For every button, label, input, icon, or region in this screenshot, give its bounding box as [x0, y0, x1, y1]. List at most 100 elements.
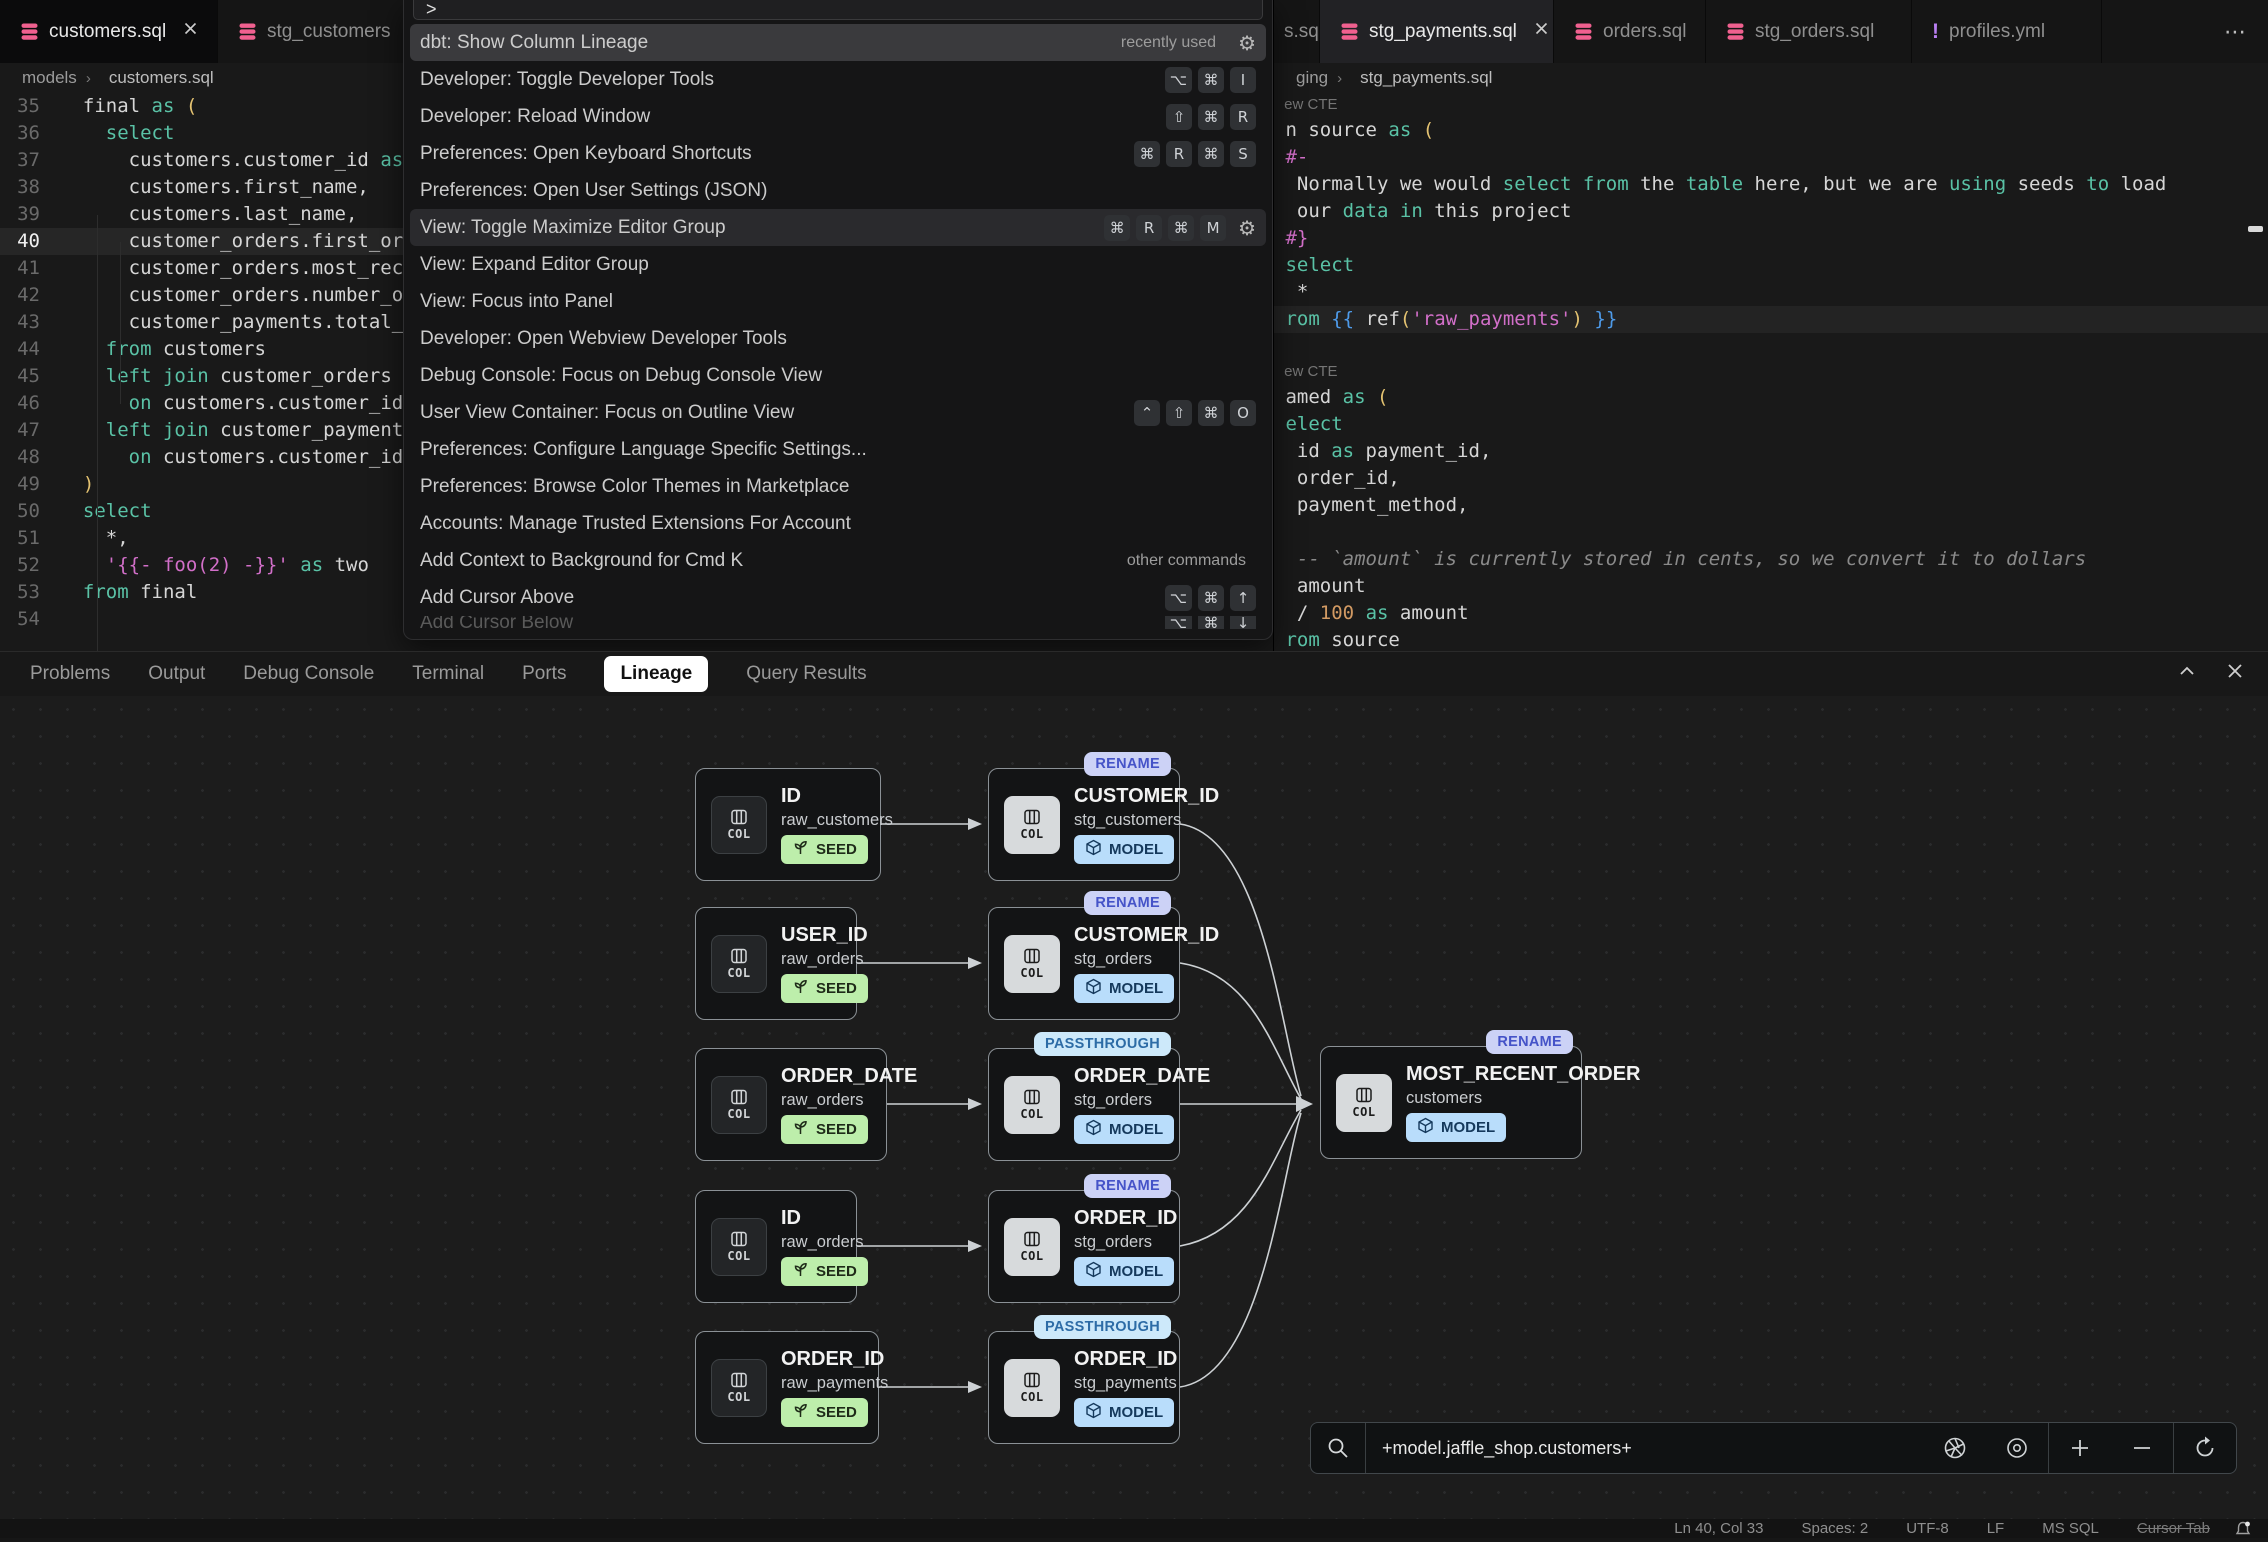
panel-tab-ports[interactable]: Ports	[522, 663, 567, 684]
tab-stg_orders-sql[interactable]: stg_orders.sql	[1706, 0, 1912, 63]
code-line: amed as (	[1285, 386, 1389, 408]
code-line: 37 customers.customer_id as	[0, 147, 1273, 174]
aperture-icon[interactable]	[1924, 1423, 1986, 1473]
code-content[interactable]: ew CTE n source as ( #- Normally we woul…	[1274, 93, 2268, 651]
tab-s-sql[interactable]: s.sql	[1274, 0, 1320, 63]
breadcrumb-file[interactable]: stg_payments.sql	[1360, 68, 1493, 87]
refresh-icon[interactable]	[2174, 1423, 2236, 1473]
close-icon[interactable]	[2224, 660, 2246, 682]
bell-icon[interactable]	[2234, 1520, 2252, 1542]
breadcrumb-folder[interactable]: ging	[1296, 68, 1329, 87]
target-icon[interactable]	[1986, 1423, 2048, 1473]
panel-tab-output[interactable]: Output	[148, 663, 206, 684]
command-item-developer-reload-window[interactable]: Developer: Reload Window ⇧ ⌘ R	[410, 98, 1266, 135]
code-line: 43 customer_payments.total_	[0, 309, 1273, 336]
command-item-dbt-show-column-lineage[interactable]: dbt: Show Column Lineage recently used ⚙	[410, 24, 1266, 61]
tab-stg_customers[interactable]: stg_customers	[218, 0, 428, 63]
lineage-node-order_date-raw_orders[interactable]: COL ORDER_DATE raw_orders SEED	[695, 1048, 917, 1161]
tab-stg_payments-sql[interactable]: stg_payments.sql	[1320, 0, 1554, 63]
command-item-preferences-open-keyboard-shortcuts[interactable]: Preferences: Open Keyboard Shortcuts ⌘ R ⌘ S	[410, 135, 1266, 172]
status-utf-8[interactable]: UTF-8	[1906, 1520, 1949, 1537]
breadcrumb-folder[interactable]: models	[22, 68, 77, 87]
command-item-view-toggle-maximize-editor-group[interactable]: View: Toggle Maximize Editor Group ⌘ R ⌘ M ⚙	[410, 209, 1266, 246]
gear-icon[interactable]: ⚙	[1238, 30, 1256, 55]
panel-tab-terminal[interactable]: Terminal	[412, 663, 485, 684]
lineage-node-order_date-stg_orders[interactable]: PASSTHROUGH COL ORDER_DATE stg_orders MODEL	[988, 1032, 1210, 1161]
tab-orders-sql[interactable]: orders.sql	[1554, 0, 1706, 63]
lineage-node-id-raw_customers[interactable]: COL ID raw_customers SEED	[695, 768, 893, 881]
code-line: 39 customers.last_name,	[0, 201, 1273, 228]
panel-tab-lineage[interactable]: Lineage	[604, 656, 709, 692]
breadcrumb-file[interactable]: customers.sql	[108, 68, 214, 87]
lineage-node-customer_id-stg_customers[interactable]: RENAME COL CUSTOMER_ID stg_customers MODEL	[988, 752, 1219, 881]
panel-tab-debug-console[interactable]: Debug Console	[243, 663, 375, 684]
command-item-preferences-browse-color-themes-in-marke[interactable]: Preferences: Browse Color Themes in Mark…	[410, 468, 1266, 505]
divider	[2173, 1423, 2174, 1473]
model-name: raw_customers	[781, 811, 893, 829]
keybinding-key: ⌥	[1164, 616, 1192, 629]
tab-profiles-yml[interactable]: ! profiles.yml	[1912, 0, 2102, 63]
code-line: select	[1285, 254, 1355, 276]
edge-type-badge: RENAME	[1486, 1030, 1573, 1054]
lineage-node-order_id-stg_payments[interactable]: PASSTHROUGH COL ORDER_ID stg_payments MODEL	[988, 1315, 1180, 1444]
command-item-view-focus-into-panel[interactable]: View: Focus into Panel	[410, 283, 1266, 320]
search-icon[interactable]	[1311, 1423, 1365, 1473]
scrollbar-marker[interactable]	[2248, 226, 2263, 232]
command-item-accounts-manage-trusted-extensions-for-a[interactable]: Accounts: Manage Trusted Extensions For …	[410, 505, 1266, 542]
zoom-in-button[interactable]	[2049, 1423, 2111, 1473]
command-item-preferences-open-user-settings-json-[interactable]: Preferences: Open User Settings (JSON)	[410, 172, 1266, 209]
tab-label: orders.sql	[1603, 20, 1687, 42]
breadcrumb[interactable]: models › customers.sql	[0, 63, 1273, 93]
lineage-search-toolbar: +model.jaffle_shop.customers+	[1310, 1422, 2237, 1474]
code-line: -- `amount` is currently stored in cents…	[1285, 548, 2087, 570]
status-spaces-2[interactable]: Spaces: 2	[1801, 1520, 1869, 1537]
command-item-view-expand-editor-group[interactable]: View: Expand Editor Group	[410, 246, 1266, 283]
status-ln-40-col-33[interactable]: Ln 40, Col 33	[1674, 1520, 1764, 1537]
code-line: rom {{ ref('raw_payments') }}	[1274, 306, 2268, 333]
lineage-node-id-raw_orders[interactable]: COL ID raw_orders SEED	[695, 1190, 868, 1303]
more-tabs-button[interactable]: ⋯	[2224, 18, 2246, 44]
editor-stg-payments-sql[interactable]: ging › stg_payments.sql ew CTE n source …	[1273, 63, 2268, 651]
chevron-up-icon[interactable]	[2176, 660, 2198, 682]
lineage-node-most_recent_order-customers[interactable]: RENAME COL MOST_RECENT_ORDER customers MODEL	[1320, 1030, 1640, 1159]
keybinding-key: ⇧	[1166, 103, 1192, 130]
close-icon[interactable]	[1533, 20, 1550, 43]
tab-customers-sql[interactable]: customers.sql	[0, 0, 218, 63]
codelens-label[interactable]: ew CTE	[1280, 96, 1338, 113]
command-item-add-cursor-above[interactable]: Add Cursor Above ⌥ ⌘ ↑	[410, 579, 1266, 616]
edge-type-badge: RENAME	[1084, 1174, 1171, 1198]
command-label: Preferences: Configure Language Specific…	[420, 438, 867, 460]
code-line: 36 select	[0, 120, 1273, 147]
command-item-preferences-configure-language-specific-[interactable]: Preferences: Configure Language Specific…	[410, 431, 1266, 468]
status-ms-sql[interactable]: MS SQL	[2042, 1520, 2099, 1537]
command-label: View: Expand Editor Group	[420, 253, 649, 275]
status-cursor-tab[interactable]: Cursor Tab	[2136, 1520, 2210, 1537]
zoom-out-button[interactable]	[2111, 1423, 2173, 1473]
lineage-node-user_id-raw_orders[interactable]: COL USER_ID raw_orders SEED	[695, 907, 868, 1020]
command-item-developer-open-webview-developer-tools[interactable]: Developer: Open Webview Developer Tools	[410, 320, 1266, 357]
command-label: dbt: Show Column Lineage	[420, 31, 649, 53]
codelens-label[interactable]: ew CTE	[1280, 363, 1338, 380]
gear-icon[interactable]: ⚙	[1238, 215, 1256, 240]
lineage-node-customer_id-stg_orders[interactable]: RENAME COL CUSTOMER_ID stg_orders MODEL	[988, 891, 1219, 1020]
resource-type-badge: SEED	[781, 1115, 868, 1144]
close-icon[interactable]	[182, 20, 199, 43]
command-item-user-view-container-focus-on-outline-vie[interactable]: User View Container: Focus on Outline Vi…	[410, 394, 1266, 431]
code-line: 44 from customers	[0, 336, 1273, 363]
command-item-debug-console-focus-on-debug-console-vie[interactable]: Debug Console: Focus on Debug Console Vi…	[410, 357, 1266, 394]
lineage-node-order_id-raw_payments[interactable]: COL ORDER_ID raw_payments SEED	[695, 1331, 889, 1444]
cube-icon	[1085, 839, 1102, 860]
command-item-developer-toggle-developer-tools[interactable]: Developer: Toggle Developer Tools ⌥ ⌘ I	[410, 61, 1266, 98]
lineage-node-order_id-stg_orders[interactable]: RENAME COL ORDER_ID stg_orders MODEL	[988, 1174, 1180, 1303]
command-palette-input[interactable]: >	[413, 0, 1263, 20]
model-name: raw_payments	[781, 1374, 889, 1392]
breadcrumb[interactable]: ging › stg_payments.sql	[1274, 63, 2268, 93]
lineage-canvas[interactable]: COL ID raw_customers SEED COL USER_ID raw_orde…	[0, 696, 2268, 1520]
command-item-add-cursor-below[interactable]: Add Cursor Below ⌥ ⌘ ↓	[410, 616, 1266, 629]
panel-tab-problems[interactable]: Problems	[30, 663, 111, 684]
command-item-add-context-to-background-for-cmd-k[interactable]: Add Context to Background for Cmd K other…	[410, 542, 1266, 579]
status-lf[interactable]: LF	[1986, 1520, 2005, 1537]
lineage-selector-input[interactable]: +model.jaffle_shop.customers+	[1365, 1423, 1924, 1473]
panel-tab-query-results[interactable]: Query Results	[746, 663, 867, 684]
code-line: order_id,	[1285, 467, 1400, 489]
